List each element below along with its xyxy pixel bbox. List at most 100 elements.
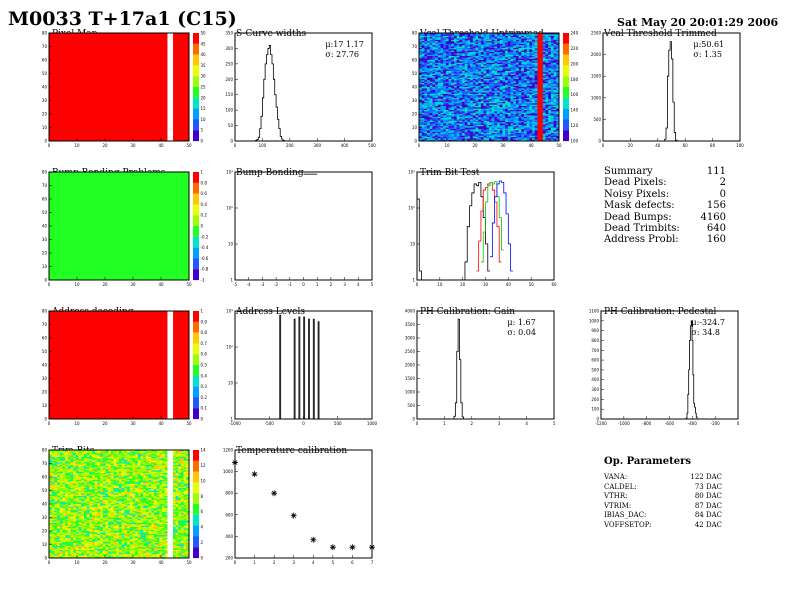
vcal-untrimmed-cell [421,85,425,88]
ph-pedestal-ytick-label: 900 [591,328,599,333]
vcal-untrimmed-cell [542,39,546,42]
vcal-untrimmed-cell [502,91,506,93]
vcal-untrimmed-cell [421,73,425,75]
vcal-untrimmed-cell [532,65,535,67]
vcal-untrimmed-cell [548,107,551,109]
vcal-untrimmed-cell [526,45,530,47]
vcal-untrimmed-cell [513,42,516,44]
vcal-untrimmed-cell [472,81,476,83]
trim-bits-cell [54,483,58,486]
address-decoding-plane [49,311,189,419]
vcal-untrimmed-cell [456,93,460,96]
vcal-untrimmed-cell [467,109,471,112]
vcal-untrimmed-cell [545,122,549,124]
vcal-untrimmed-cell [545,80,549,82]
vcal-untrimmed-cell [432,47,436,50]
vcal-untrimmed-cell [507,33,511,35]
vcal-untrimmed-cell [486,105,490,108]
vcal-untrimmed-cell [419,55,422,58]
trim-bits-cell [51,514,55,517]
vcal-untrimmed-cell [545,77,549,79]
vcal-untrimmed-cell [524,61,527,63]
vcal-untrimmed-cell [515,55,519,58]
trim-bits-cell [51,475,55,478]
vcal-untrimmed-cell [489,34,492,36]
vcal-untrimmed-cell [467,39,471,42]
vcal-untrimmed-cell [419,53,422,55]
vcal-untrimmed-cell [421,118,425,120]
vcal-untrimmed-cell [472,58,476,61]
vcal-untrimmed-cell [524,88,527,90]
vcal-untrimmed-cell [462,80,465,82]
vcal-untrimmed-cell [497,47,500,50]
vcal-untrimmed-cell [462,95,465,97]
vcal-untrimmed-cell [432,103,436,105]
vcal-untrimmed-cell [502,61,506,63]
vcal-untrimmed-cell [456,43,460,46]
vcal-untrimmed-ytick-label: 20 [412,112,418,117]
vcal-untrimmed-cell [553,43,557,46]
address-levels-ytick-label: 10³ [226,309,233,314]
vcal-untrimmed-cell [526,43,530,46]
vcal-untrimmed-cell [419,130,422,132]
vcal-untrimmed-cell [556,114,560,116]
vcal-untrimmed-cell [553,100,557,102]
vcal-untrimmed-cell [421,112,425,115]
vcal-untrimmed-cell [548,122,551,124]
vcal-untrimmed-cell [478,45,481,47]
vcal-untrimmed-cell [464,99,468,101]
vcal-untrimmed-cell [491,55,495,58]
vcal-untrimmed-cell [429,107,433,109]
vcal-untrimmed-cell [451,61,455,63]
pixel-map-ytick-label: 10 [42,125,48,130]
vcal-untrimmed-cell [459,130,463,132]
vcal-untrimmed-cell [521,73,525,75]
vcal-untrimmed-cell [424,49,428,51]
trim-bits-cell [54,548,58,550]
vcal-untrimmed-cell [526,103,530,105]
vcal-untrimmed-cell [534,54,538,56]
vcal-untrimmed-cell [526,99,530,101]
vcal-untrimmed-cell [494,93,498,96]
vcal-untrimmed-cell [532,64,535,66]
vcal-untrimmed-cell [513,131,516,133]
vcal-untrimmed-cell [480,37,484,39]
vcal-untrimmed-cell [480,76,484,78]
vcal-untrimmed-cell [464,118,468,120]
vcal-untrimmed-cell [505,38,508,40]
vcal-untrimmed-cell [459,114,463,116]
vcal-untrimmed-cell [464,38,468,40]
vcal-untrimmed-cell [432,68,436,70]
vcal-untrimmed-cell [497,74,500,77]
bump-bonding-problems-zbar-label: -0.8 [201,267,209,272]
vcal-untrimmed-cell [515,53,519,55]
vcal-untrimmed-cell [532,114,535,116]
vcal-untrimmed-cell [483,92,487,94]
vcal-untrimmed-cell [464,93,468,96]
trim-bits-cell [54,545,58,548]
vcal-untrimmed-cell [545,123,549,125]
bump-bonding-problems-zbar-label: 0.8 [201,180,208,185]
vcal-untrimmed-cell [478,57,481,59]
vcal-untrimmed-cell [445,105,449,108]
vcal-untrimmed-cell [497,130,500,132]
vcal-untrimmed-cell [437,119,441,121]
vcal-untrimmed-cell [478,66,481,69]
trim-bits-cell [54,508,58,510]
trim-bits-cell [51,543,55,545]
summary-row: Summary 111 [604,166,726,177]
trim-bits-cell [49,504,52,506]
vcal-untrimmed-cell [510,97,514,100]
vcal-untrimmed-cell [432,64,436,66]
vcal-untrimmed-cell [456,34,460,36]
vcal-untrimmed-cell [437,134,441,136]
vcal-untrimmed-cell [467,53,471,55]
vcal-untrimmed-cell [435,87,438,89]
vcal-untrimmed-cell [491,51,495,54]
bump-bonding-xtick-label: 5 [371,282,374,287]
trim-bits-cell [51,551,55,553]
vcal-untrimmed-cell [462,65,465,67]
vcal-untrimmed-cell [556,76,560,78]
vcal-untrimmed-cell [424,126,428,128]
